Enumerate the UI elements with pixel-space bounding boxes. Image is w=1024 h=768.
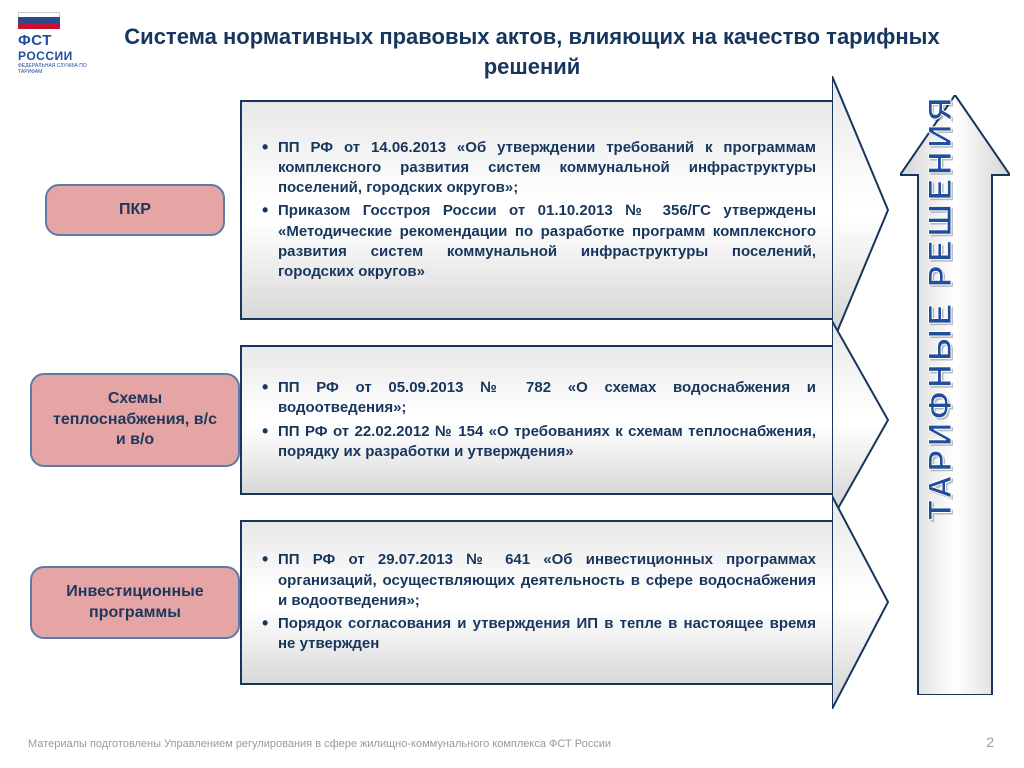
tag-pkr: ПКР <box>45 184 225 237</box>
arrow-block: ПП РФ от 14.06.2013 «Об утверждении треб… <box>240 100 890 320</box>
tag-container: Инвестиционные программы <box>30 520 240 685</box>
bullet: ПП РФ от 05.09.2013 № 782 «О схемах водо… <box>262 378 816 419</box>
bullet: Порядок согласования и утверждения ИП в … <box>262 614 816 655</box>
logo-text: ФСТ <box>18 32 88 49</box>
logo-subtext: РОССИИ <box>18 49 88 63</box>
flag-icon <box>18 12 60 30</box>
row-schemes: Схемы теплоснабжения, в/с и в/о ПП РФ от… <box>30 345 890 495</box>
fst-logo: ФСТ РОССИИ ФЕДЕРАЛЬНАЯ СЛУЖБА ПО ТАРИФАМ <box>18 12 88 75</box>
tag-schemes: Схемы теплоснабжения, в/с и в/о <box>30 373 240 467</box>
bullet: ПП РФ от 29.07.2013 № 641 «Об инвестицио… <box>262 550 816 611</box>
bullet: Приказом Госстроя России от 01.10.2013 №… <box>262 201 816 282</box>
arrow-block: ПП РФ от 29.07.2013 № 641 «Об инвестицио… <box>240 520 890 685</box>
arrow-block: ПП РФ от 05.09.2013 № 782 «О схемах водо… <box>240 345 890 495</box>
tag-invest: Инвестиционные программы <box>30 566 240 640</box>
logo-tagline: ФЕДЕРАЛЬНАЯ СЛУЖБА ПО ТАРИФАМ <box>18 63 88 75</box>
footer-text: Материалы подготовлены Управлением регул… <box>28 738 611 750</box>
arrow-body: ПП РФ от 05.09.2013 № 782 «О схемах водо… <box>240 345 834 495</box>
row-pkr: ПКР ПП РФ от 14.06.2013 «Об утверждении … <box>30 100 890 320</box>
page-title: Система нормативных правовых актов, влия… <box>100 22 964 81</box>
arrow-body: ПП РФ от 29.07.2013 № 641 «Об инвестицио… <box>240 520 834 685</box>
page-number: 2 <box>986 734 994 750</box>
tag-container: ПКР <box>30 100 240 320</box>
bullet: ПП РФ от 22.02.2012 № 154 «О требованиях… <box>262 422 816 463</box>
arrow-body: ПП РФ от 14.06.2013 «Об утверждении треб… <box>240 100 834 320</box>
tag-container: Схемы теплоснабжения, в/с и в/о <box>30 345 240 495</box>
arrow-head-icon <box>834 345 890 495</box>
arrow-head-icon <box>834 520 890 685</box>
big-arrow-label: ТАРИФНЫЕ РЕШЕНИЯ <box>922 94 959 520</box>
row-invest: Инвестиционные программы ПП РФ от 29.07.… <box>30 520 890 685</box>
arrow-head-icon <box>834 100 890 320</box>
bullet: ПП РФ от 14.06.2013 «Об утверждении треб… <box>262 138 816 199</box>
